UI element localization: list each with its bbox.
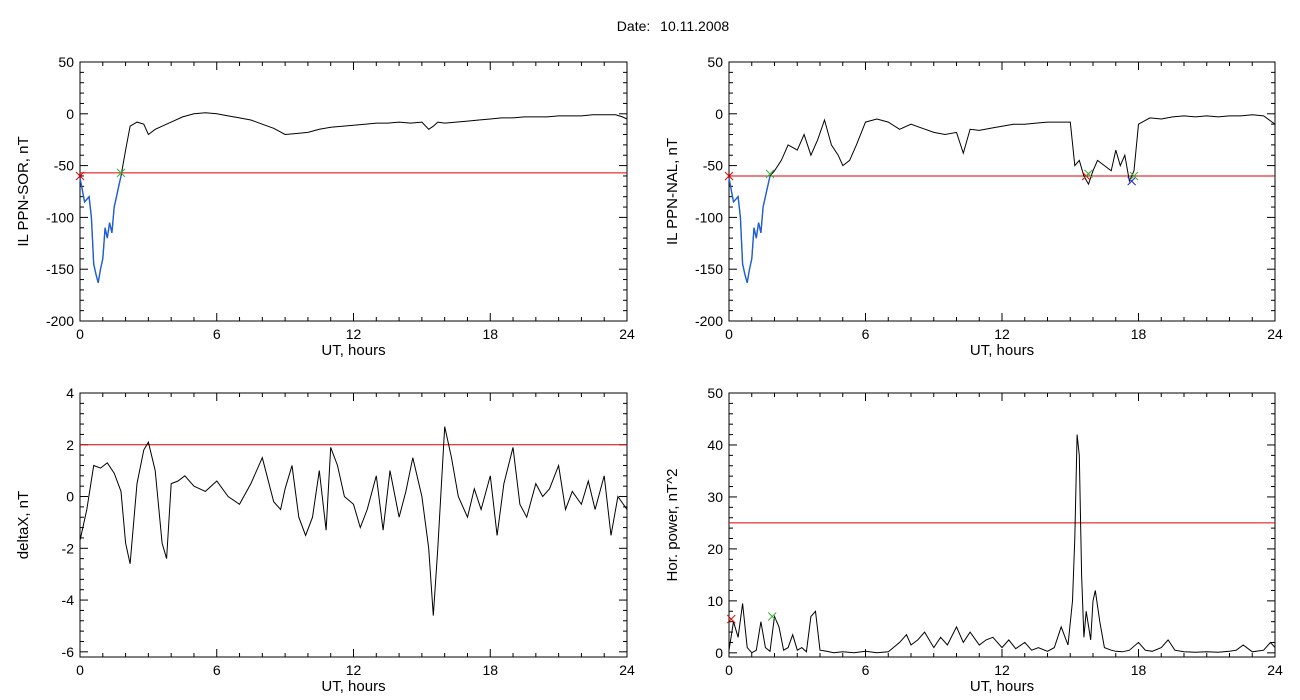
marker-stroke [75, 171, 85, 181]
event-marker [116, 168, 126, 178]
x-tick-label: 12 [994, 662, 1010, 678]
x-tick-label: 24 [619, 326, 635, 342]
x-tick-label: 18 [1131, 662, 1147, 678]
y-tick-label: -150 [46, 261, 74, 277]
x-axis-label: UT, hours [321, 678, 385, 695]
plot-frame [79, 61, 628, 322]
highlight-segment [79, 175, 122, 283]
date-label: Date: [616, 18, 651, 34]
x-tick-label: 6 [213, 326, 221, 342]
y-tick-label: 50 [707, 54, 723, 70]
y-tick-label: -50 [703, 158, 723, 174]
y-tick-label: 50 [707, 385, 723, 401]
marker-stroke [767, 612, 777, 621]
chart-deltax: 0 6 12 18 24 4 2 0 -2 -4 -6 UT, hours deltaX, nT [15, 385, 635, 695]
y-tick-label: -200 [46, 313, 74, 329]
x-tick-label: 0 [76, 662, 84, 678]
event-marker [1127, 176, 1137, 186]
y-axis-label: Hor. power, nT^2 [664, 469, 681, 582]
series-line [728, 434, 1276, 654]
y-tick-label: -2 [62, 540, 75, 556]
event-marker [767, 612, 777, 621]
y-tick-label: -50 [54, 158, 74, 174]
event-marker [1084, 169, 1093, 179]
y-tick-label: 30 [707, 489, 723, 505]
y-axis-label: deltaX, nT [15, 491, 32, 559]
y-tick-label: 0 [715, 645, 723, 661]
marker-stroke [1129, 171, 1139, 181]
x-tick-label: 0 [725, 326, 733, 342]
x-axis-label: UT, hours [970, 678, 1034, 695]
x-axis-label: UT, hours [321, 342, 385, 359]
y-tick-label: 0 [66, 106, 74, 122]
y-tick-label: 4 [66, 385, 74, 401]
y-axis-label: IL PPN-SOR, nT [15, 136, 32, 246]
y-tick-label: 0 [715, 106, 723, 122]
y-tick-label: 40 [707, 437, 723, 453]
x-tick-label: 12 [346, 326, 362, 342]
event-marker [726, 614, 736, 624]
event-marker [1129, 171, 1139, 181]
chart-nal: 0 6 12 18 24 50 0 -50 -100 -150 -200 UT, hours IL PP… [664, 54, 1283, 359]
y-tick-label: -4 [62, 592, 75, 608]
series-line [79, 112, 628, 283]
y-tick-label: -150 [695, 261, 723, 277]
event-marker [75, 171, 85, 181]
y-tick-label: 20 [707, 541, 723, 557]
series-line [728, 114, 1276, 283]
x-tick-label: 0 [725, 662, 733, 678]
x-tick-label: 12 [346, 662, 362, 678]
y-tick-label: -100 [46, 209, 74, 225]
x-tick-label: 24 [619, 662, 635, 678]
x-tick-label: 12 [994, 326, 1010, 342]
event-marker [765, 169, 775, 179]
event-marker [724, 171, 734, 181]
x-tick-label: 18 [482, 326, 498, 342]
y-tick-label: 0 [66, 489, 74, 505]
y-axis-label: IL PPN-NAL, nT [664, 138, 681, 245]
y-tick-label: -6 [62, 644, 75, 660]
highlight-segment [728, 175, 771, 283]
x-tick-label: 6 [862, 326, 870, 342]
marker-stroke [1084, 169, 1093, 179]
y-tick-label: -100 [695, 209, 723, 225]
y-tick-label: 2 [66, 437, 74, 453]
plot-frame [728, 61, 1276, 322]
marker-stroke [726, 614, 736, 624]
series-line [79, 426, 628, 616]
marker-stroke [765, 169, 775, 179]
x-tick-label: 6 [862, 662, 870, 678]
marker-stroke [116, 168, 126, 178]
plot-frame [79, 392, 628, 658]
x-tick-label: 24 [1267, 662, 1283, 678]
chart-sor: 0 6 12 18 24 50 0 -50 -100 -150 -200 UT, hours IL PP… [15, 54, 635, 359]
x-axis-label: UT, hours [970, 342, 1034, 359]
chart-hpower: 0 6 12 18 24 50 40 30 20 10 0 UT, hours Hor. power, … [664, 385, 1283, 695]
marker-stroke [724, 171, 734, 181]
x-tick-label: 0 [76, 326, 84, 342]
y-tick-label: 10 [707, 593, 723, 609]
x-tick-label: 18 [482, 662, 498, 678]
marker-stroke [1127, 176, 1137, 186]
date-value: 10.11.2008 [660, 18, 730, 34]
x-tick-label: 24 [1267, 326, 1283, 342]
x-tick-label: 18 [1131, 326, 1147, 342]
y-tick-label: -200 [695, 313, 723, 329]
x-tick-label: 6 [213, 662, 221, 678]
y-tick-label: 50 [58, 54, 74, 70]
figure-date-title: Date: 10.11.2008 [0, 18, 1300, 34]
